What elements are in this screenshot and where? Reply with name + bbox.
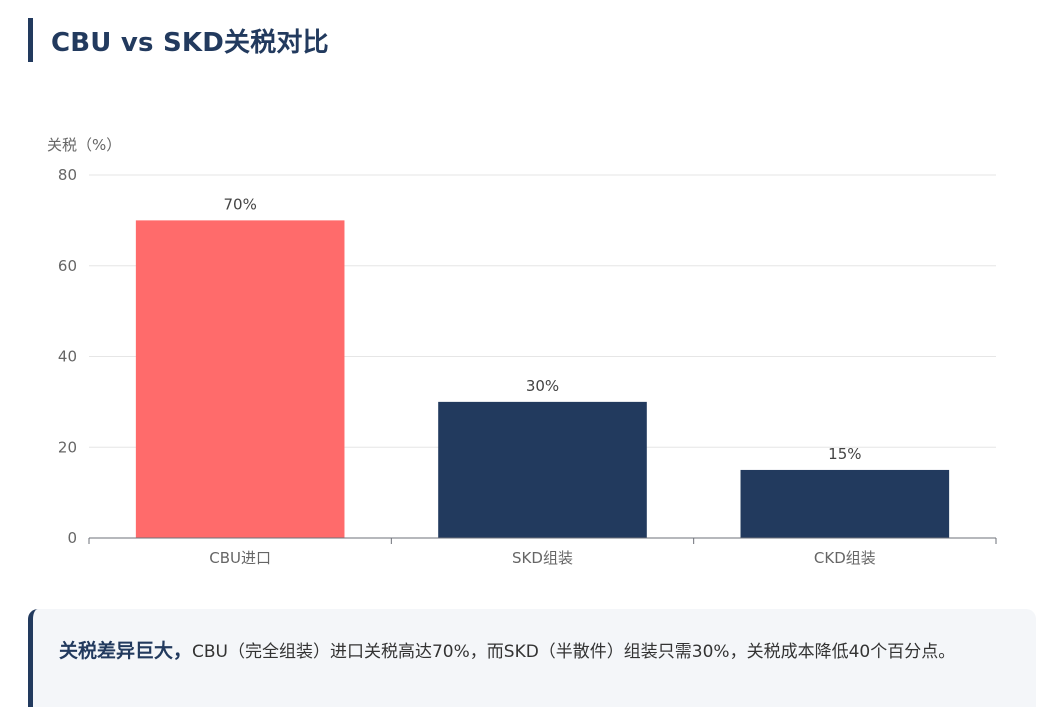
- data-label: 15%: [828, 445, 861, 463]
- data-label: 70%: [223, 195, 256, 213]
- y-tick-label: 0: [67, 529, 77, 547]
- data-label: 30%: [526, 377, 559, 395]
- bar-1: [135, 220, 345, 538]
- y-tick-label: 40: [58, 348, 77, 366]
- y-tick-label: 20: [58, 438, 77, 456]
- x-tick-label: CKD组装: [814, 549, 876, 567]
- summary-note: 关税差异巨大，CBU（完全组装）进口关税高达70%，而SKD（半散件）组装只需3…: [28, 609, 1036, 707]
- note-text: CBU（完全组装）进口关税高达70%，而SKD（半散件）组装只需30%，关税成本…: [192, 642, 956, 662]
- title-block: CBU vs SKD关税对比: [28, 18, 329, 62]
- note-highlight: 关税差异巨大，: [59, 640, 193, 662]
- chart-title: CBU vs SKD关税对比: [51, 27, 329, 58]
- x-tick-label: SKD组装: [512, 549, 573, 567]
- chart-svg: 关税（%） 0 20 40 60 80 70% CBU进口 30% SKD组装 15% CKD组装: [47, 136, 997, 567]
- bar-2: [438, 401, 647, 538]
- x-tick-label: CBU进口: [209, 549, 271, 567]
- bar-chart: 关税（%） 0 20 40 60 80 70% CBU进口 30% SKD组装 15% CKD组装: [0, 110, 1043, 580]
- y-tick-label: 80: [58, 166, 77, 184]
- y-tick-label: 60: [58, 257, 77, 275]
- y-axis-title: 关税（%）: [47, 136, 121, 154]
- bar-3: [740, 469, 950, 538]
